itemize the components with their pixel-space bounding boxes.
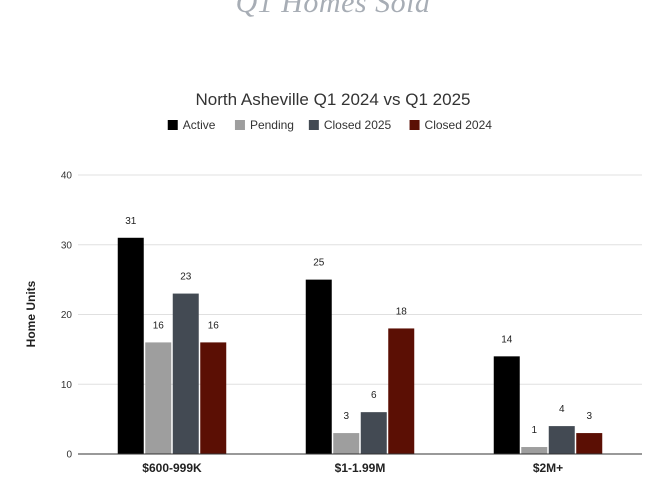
- bar-closed-2025: [548, 426, 575, 454]
- gridlines: [78, 174, 642, 385]
- data-label: 31: [125, 216, 137, 227]
- legend-swatch: [409, 120, 420, 130]
- x-category-label: $2M+: [533, 461, 563, 475]
- bar-pending: [521, 447, 548, 454]
- data-label: 23: [180, 272, 192, 283]
- y-axis-ticks: 0 10 20 30 40: [61, 171, 73, 461]
- data-label: 18: [396, 306, 408, 317]
- data-label: 16: [208, 320, 220, 331]
- bar-closed-2024: [388, 328, 415, 454]
- x-category-label: $1-1.99M: [335, 461, 386, 475]
- x-category-label: $600-999K: [142, 461, 202, 475]
- legend-label: Closed 2024: [425, 118, 493, 132]
- y-tick-label: 40: [61, 171, 73, 182]
- y-tick-label: 30: [61, 240, 73, 251]
- chart-title: North Asheville Q1 2024 vs Q1 2025: [196, 90, 471, 109]
- legend: Active Pending Closed 2025 Closed 2024: [167, 118, 493, 132]
- bar-closed-2024: [200, 342, 227, 454]
- bars: [117, 237, 603, 454]
- bar-active: [493, 356, 520, 454]
- y-tick-label: 10: [61, 380, 73, 391]
- data-label: 1: [531, 425, 537, 436]
- bar-closed-2025: [172, 293, 199, 454]
- data-label: 25: [313, 258, 325, 269]
- data-label: 4: [559, 404, 565, 415]
- bar-pending: [145, 342, 172, 454]
- data-label: 16: [153, 320, 165, 331]
- legend-swatch: [308, 120, 319, 130]
- bar-active: [305, 279, 332, 454]
- banner-heading: Q1 Homes Sold: [235, 0, 431, 19]
- x-axis-categories: $600-999K $1-1.99M $2M+: [142, 461, 563, 475]
- bar-closed-2025: [360, 412, 387, 454]
- data-label: 3: [343, 411, 349, 422]
- legend-label: Closed 2025: [324, 118, 392, 132]
- bar-closed-2024: [576, 433, 603, 454]
- data-label: 3: [586, 411, 592, 422]
- data-label: 14: [501, 334, 513, 345]
- legend-label: Active: [183, 118, 216, 132]
- legend-swatch: [167, 120, 178, 130]
- y-axis-label: Home Units: [24, 280, 38, 347]
- bar-active: [117, 237, 144, 454]
- bar-pending: [333, 433, 360, 454]
- legend-label: Pending: [250, 118, 294, 132]
- y-tick-label: 20: [61, 310, 73, 321]
- data-label: 6: [371, 390, 377, 401]
- legend-swatch: [234, 120, 245, 130]
- y-tick-label: 0: [66, 450, 72, 461]
